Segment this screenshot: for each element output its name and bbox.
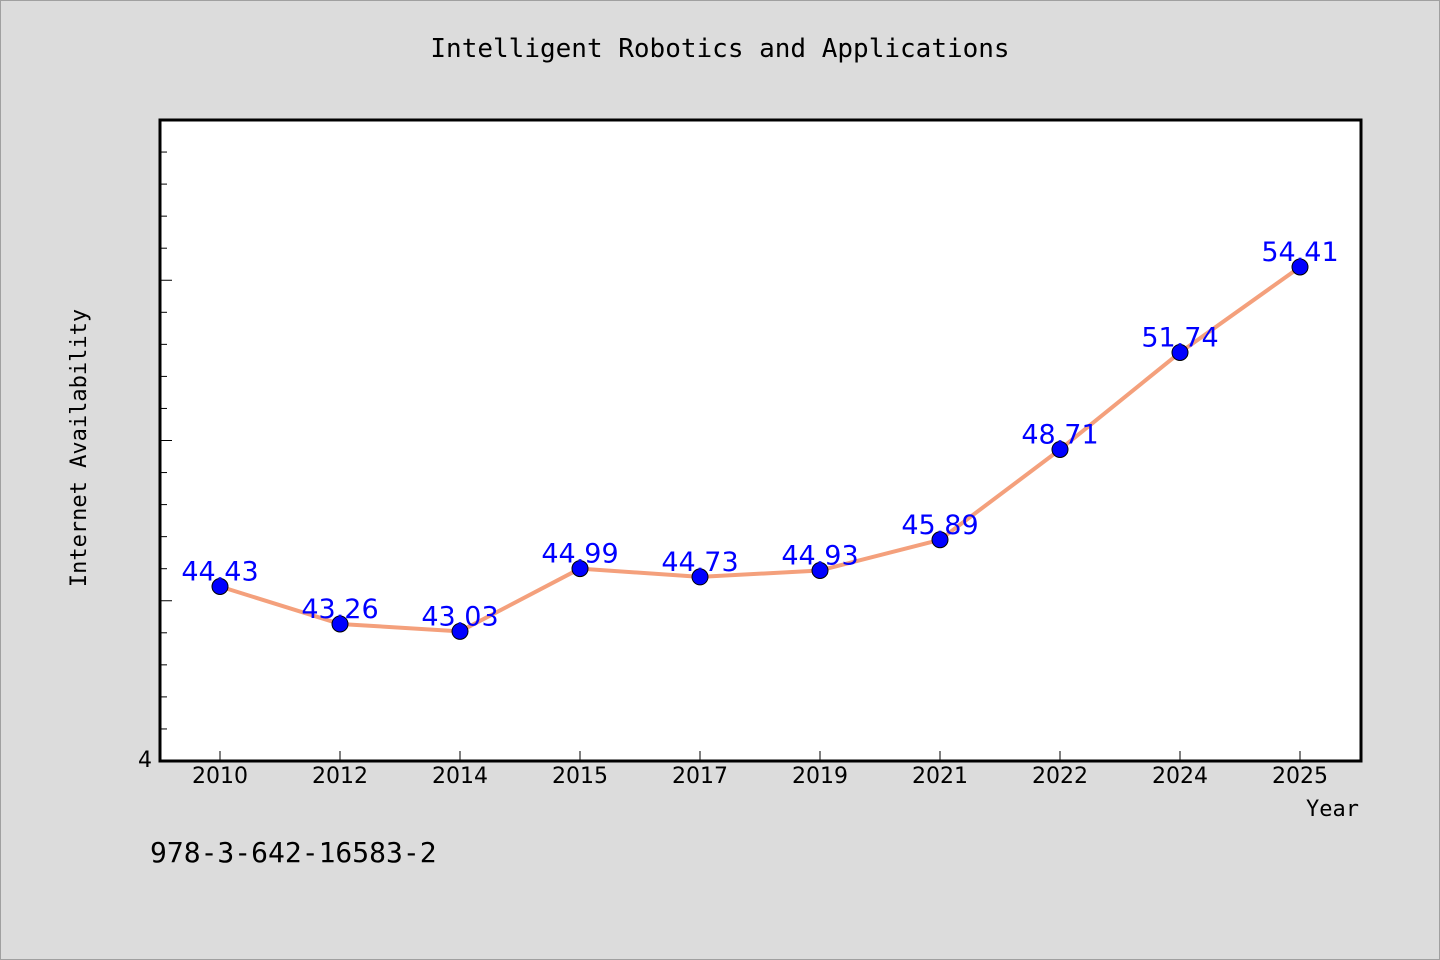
data-label: 44.93 <box>781 540 858 571</box>
data-point <box>331 615 349 633</box>
data-label: 43.26 <box>301 594 378 625</box>
chart-title: Intelligent Robotics and Applications <box>430 34 1010 64</box>
x-axis-title: Year <box>1306 797 1359 822</box>
data-label: 44.73 <box>661 547 738 578</box>
x-tick-label: 2025 <box>1272 764 1328 789</box>
data-point <box>211 578 229 596</box>
x-tick-label: 2012 <box>312 764 368 789</box>
isbn-text: 978-3-642-16583-2 <box>150 836 437 869</box>
series-line <box>219 265 1302 634</box>
x-tick-label: 2017 <box>672 764 728 789</box>
data-point <box>451 622 469 640</box>
x-axis-ticks: 2010 2012 2014 2015 2017 2019 2021 2022 2024 2025 <box>192 751 1328 789</box>
x-tick-label: 2024 <box>1152 764 1208 789</box>
x-tick-label: 2021 <box>912 764 968 789</box>
data-label: 44.99 <box>541 539 618 570</box>
data-label: 51.74 <box>1141 322 1218 353</box>
plot-area <box>158 118 1363 763</box>
series-markers <box>211 258 1309 640</box>
x-tick-label: 2015 <box>552 764 608 789</box>
data-label: 45.89 <box>901 510 978 541</box>
y-tick-label-min: 4 <box>138 748 152 773</box>
x-tick-label: 2022 <box>1032 764 1088 789</box>
data-point <box>811 561 829 579</box>
data-point <box>931 531 949 549</box>
data-label: 54.41 <box>1261 237 1338 268</box>
y-axis-ticks <box>160 151 172 730</box>
data-label: 48.71 <box>1021 419 1098 450</box>
x-tick-label: 2010 <box>192 764 248 789</box>
y-axis-title: Internet Availability <box>67 309 92 587</box>
data-point <box>1291 258 1309 276</box>
x-tick-label: 2014 <box>432 764 488 789</box>
data-point <box>691 568 709 586</box>
data-label: 44.43 <box>181 557 258 588</box>
data-labels: 44.43 43.26 43.03 44.99 44.73 44.93 45.89 48.71… <box>181 237 1338 632</box>
data-label: 43.03 <box>421 601 498 632</box>
x-tick-label: 2019 <box>792 764 848 789</box>
data-point <box>1051 440 1069 458</box>
data-point <box>571 560 589 578</box>
data-point <box>1171 343 1189 361</box>
